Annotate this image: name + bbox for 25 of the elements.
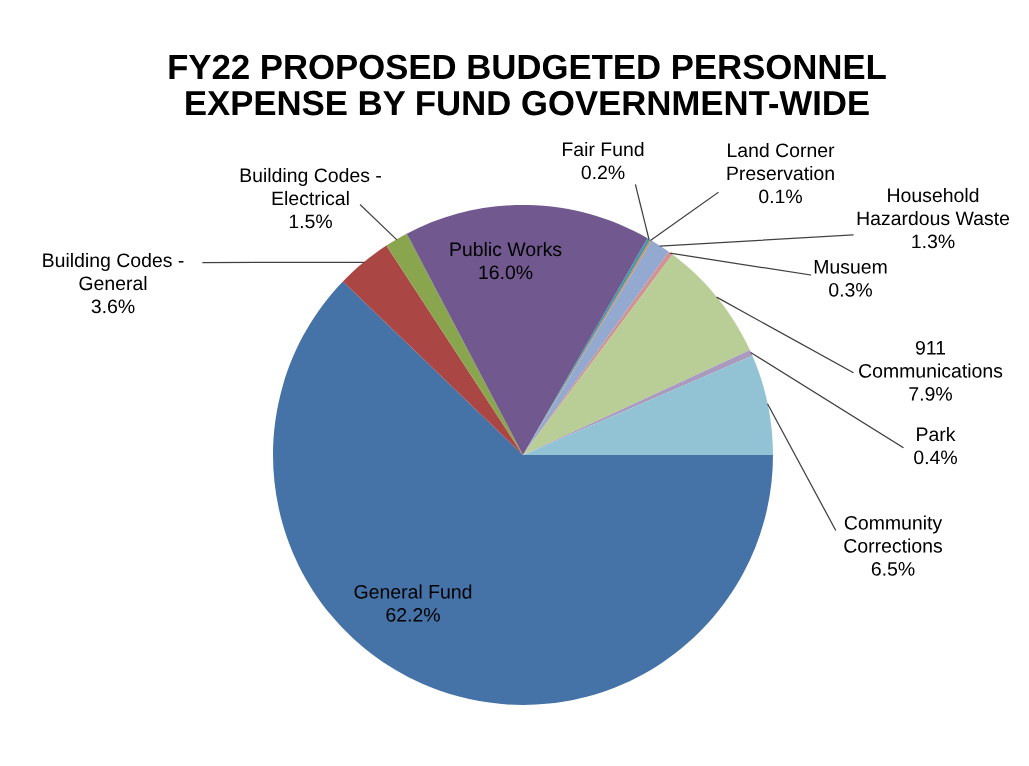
slice-label: Land Corner Preservation bbox=[727, 142, 835, 181]
data-label: 62.2% bbox=[386, 607, 440, 622]
pie-slice bbox=[406, 205, 648, 455]
slice-label: Building Codes - Electrical bbox=[240, 167, 381, 206]
data-label: 16.0% bbox=[479, 265, 533, 280]
chart-title: FY22 PROPOSED BUDGETED PERSONNEL EXPENSE BY FUND GOVERNMENT-WIDE bbox=[169, 54, 886, 116]
slice-label: General Fund bbox=[354, 584, 472, 599]
slice-label: Community Corrections bbox=[844, 515, 943, 553]
data-label: 6.5% bbox=[871, 562, 915, 576]
data-label: 7.9% bbox=[909, 387, 952, 401]
slice-label: Musuem bbox=[814, 260, 887, 274]
slice-label: Building Codes - General bbox=[43, 252, 184, 291]
data-label: 1.3% bbox=[912, 234, 955, 249]
slice-label: 911 Communications bbox=[859, 340, 1003, 378]
data-label: 3.6% bbox=[91, 299, 135, 314]
data-label: 0.4% bbox=[914, 450, 957, 465]
slice-label: Fair Fund bbox=[562, 141, 644, 157]
data-label: 1.5% bbox=[289, 214, 332, 229]
slice-label: Park bbox=[917, 426, 956, 442]
slice-label: Public Works bbox=[450, 241, 562, 257]
pie-slice bbox=[273, 281, 773, 705]
data-label: 0.1% bbox=[759, 189, 802, 204]
slice-label: Household Hazardous Waste bbox=[857, 187, 1010, 226]
data-label: 0.2% bbox=[581, 165, 625, 180]
data-label: 0.3% bbox=[829, 282, 872, 297]
